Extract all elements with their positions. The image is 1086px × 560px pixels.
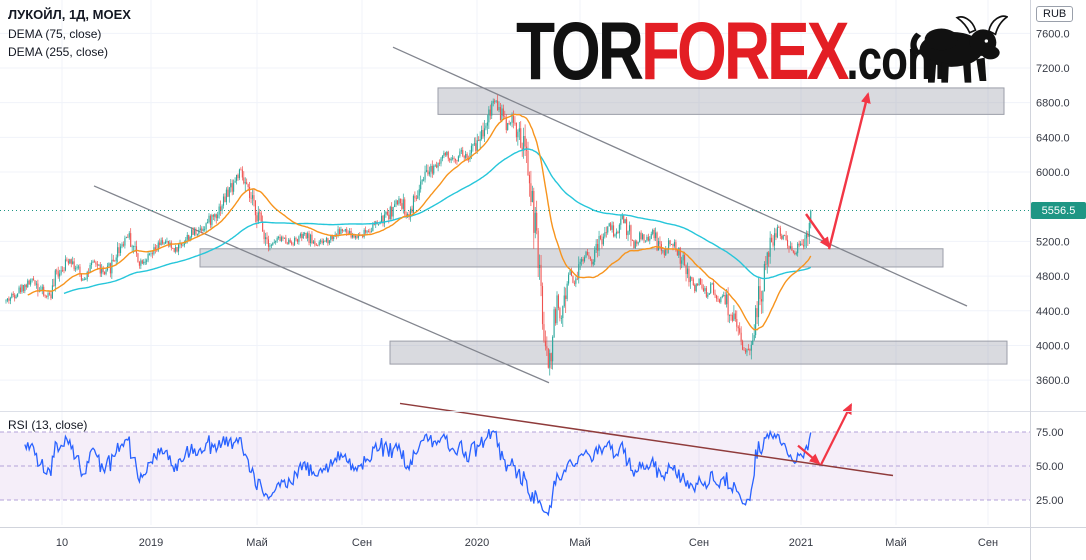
axis-labels: 7600.0 7200.0 6800.0 6400.0 6000.0 5200.0 4800… [56, 28, 1070, 549]
svg-text:Май: Май [885, 537, 907, 549]
svg-text:4000.0: 4000.0 [1036, 340, 1070, 352]
svg-text:3600.0: 3600.0 [1036, 375, 1070, 387]
grid [0, 0, 1030, 525]
price-zones[interactable] [199, 87, 1008, 365]
svg-text:2021: 2021 [789, 537, 813, 549]
indicator-dema255-label[interactable]: DEMA (255, close) [8, 45, 109, 59]
svg-text:10: 10 [56, 537, 68, 549]
svg-text:6000.0: 6000.0 [1036, 167, 1070, 179]
indicator-dema75-label[interactable]: DEMA (75, close) [8, 27, 102, 41]
svg-text:25.00: 25.00 [1036, 495, 1064, 507]
svg-text:Май: Май [246, 537, 268, 549]
rsi-indicator-label[interactable]: RSI (13, close) [8, 418, 88, 432]
svg-text:Сен: Сен [689, 537, 709, 549]
trendlines[interactable] [93, 46, 968, 384]
svg-text:Сен: Сен [978, 537, 998, 549]
svg-text:4400.0: 4400.0 [1036, 306, 1070, 318]
dema75-line [27, 113, 812, 331]
symbol-title[interactable]: ЛУКОЙЛ, 1Д, MOEX [8, 7, 131, 22]
svg-text:7200.0: 7200.0 [1036, 63, 1070, 75]
svg-text:2019: 2019 [139, 537, 163, 549]
currency-label[interactable]: RUB [1036, 6, 1074, 22]
dema255-line [63, 148, 812, 295]
svg-text:6400.0: 6400.0 [1036, 132, 1070, 144]
legend: ЛУКОЙЛ, 1Д, MOEX DEMA (75, close) DEMA (… [8, 7, 131, 63]
svg-text:5200.0: 5200.0 [1036, 236, 1070, 248]
svg-text:75.00: 75.00 [1036, 427, 1064, 439]
candles-layer [5, 94, 812, 376]
svg-text:4800.0: 4800.0 [1036, 271, 1070, 283]
forecast-arrows[interactable] [797, 92, 871, 466]
svg-text:Май: Май [569, 537, 591, 549]
svg-text:Сен: Сен [352, 537, 372, 549]
last-price-badge: 5556.5 [1031, 202, 1086, 219]
rsi-line [24, 429, 812, 517]
svg-text:7600.0: 7600.0 [1036, 28, 1070, 40]
svg-text:6800.0: 6800.0 [1036, 98, 1070, 110]
svg-text:2020: 2020 [465, 537, 489, 549]
svg-text:50.00: 50.00 [1036, 461, 1064, 473]
